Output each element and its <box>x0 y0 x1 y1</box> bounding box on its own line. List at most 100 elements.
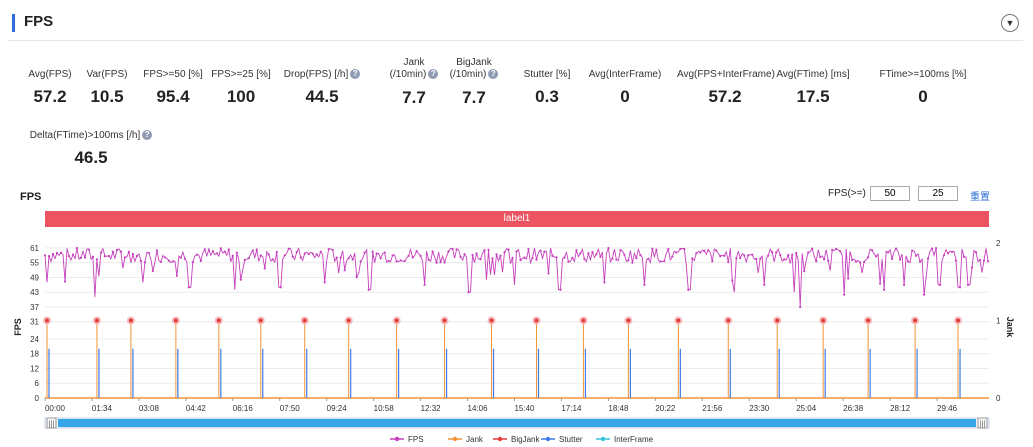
fps-point <box>431 250 434 253</box>
fps-point <box>483 249 486 252</box>
fps-point <box>751 253 754 256</box>
fps-point <box>463 253 466 256</box>
fps-point <box>707 249 710 252</box>
fps-point <box>471 253 474 257</box>
help-icon[interactable]: ? <box>488 69 499 80</box>
threshold-input-1[interactable] <box>870 186 910 201</box>
fps-point <box>135 254 139 258</box>
fps-point <box>111 250 115 253</box>
fps-point <box>871 249 874 252</box>
fps-point <box>367 288 370 291</box>
fps-point <box>327 247 330 251</box>
fps-point <box>763 283 766 286</box>
fps-point <box>715 249 718 252</box>
x-tick-label: 29:46 <box>937 404 958 413</box>
fps-point <box>303 252 306 255</box>
help-icon[interactable]: ? <box>142 130 153 141</box>
fps-point <box>283 254 286 257</box>
fps-point <box>423 283 426 286</box>
metric-value: 7.7 <box>462 88 486 107</box>
jank-halo <box>773 316 782 325</box>
fps-point <box>647 257 650 260</box>
chart-gridlines <box>45 247 989 399</box>
fps-point <box>711 260 714 263</box>
fps-point <box>663 259 666 263</box>
fps-point <box>507 248 510 251</box>
fps-point <box>503 251 506 254</box>
reset-button[interactable]: 重置 <box>970 192 990 203</box>
metric-12: Delta(FTime)>100ms [/h]? 46.5 <box>21 130 161 168</box>
jank-halo <box>819 316 828 325</box>
x-tick-label: 12:32 <box>421 404 442 413</box>
fps-point <box>855 260 858 263</box>
jank-point <box>775 318 780 323</box>
fps-point <box>219 247 222 250</box>
fps-point <box>243 258 246 262</box>
fps-point <box>375 252 378 255</box>
fps-point <box>887 251 890 254</box>
fps-point <box>599 255 602 258</box>
metric-value: 10.5 <box>90 87 124 106</box>
metric-label-text: FPS>=50 [%] <box>143 69 203 80</box>
fps-point <box>902 283 906 286</box>
x-tick-label: 18:48 <box>608 404 629 413</box>
y-tick-label: 6 <box>35 379 40 388</box>
fps-point <box>171 260 174 263</box>
help-icon[interactable]: ? <box>428 69 439 80</box>
jank-point <box>258 318 263 323</box>
fps-point <box>167 259 170 262</box>
y-tick-label: 49 <box>30 273 39 282</box>
fps-point <box>319 250 322 253</box>
y2-axis-title: Jank <box>1005 317 1015 339</box>
x-tick-label: 00:00 <box>45 404 66 413</box>
x-tick-label: 23:30 <box>749 404 770 413</box>
fps-point <box>203 248 206 251</box>
fps-point <box>559 288 562 291</box>
fps-point <box>267 253 270 256</box>
metric-label-text: Avg(InterFrame) <box>588 69 662 80</box>
chevron-down-icon[interactable]: ▼ <box>1001 14 1019 32</box>
jank-point <box>581 318 586 323</box>
fps-point <box>59 251 63 254</box>
fps-point <box>894 247 898 250</box>
fps-point <box>982 259 986 262</box>
y-axis-title: FPS <box>13 318 23 336</box>
fps-point <box>347 257 350 260</box>
fps-point <box>555 256 558 259</box>
fps-point <box>339 256 342 259</box>
jank-halo <box>300 316 309 325</box>
x-tick-label: 01:34 <box>92 404 113 413</box>
x-tick-label: 10:58 <box>374 404 395 413</box>
label-bar[interactable]: label1 <box>45 211 989 227</box>
metric-6: BigJank (/10min)? 7.7 <box>426 57 522 108</box>
jank-point <box>94 318 99 323</box>
jank-point <box>173 318 178 323</box>
metric-label: Avg(FPS) <box>2 69 98 81</box>
fps-point <box>683 247 686 251</box>
jank-halo <box>92 316 101 325</box>
metric-label-text: Jank <box>403 57 425 68</box>
help-icon[interactable]: ? <box>350 69 361 80</box>
fps-point <box>187 286 190 289</box>
fps-point <box>499 254 502 257</box>
fps-point <box>759 257 762 260</box>
fps-point <box>867 256 870 259</box>
fps-point <box>355 276 358 279</box>
fps-point <box>779 253 782 257</box>
fps-point <box>579 252 582 255</box>
fps-point <box>411 256 414 259</box>
jank-halo <box>624 316 633 325</box>
fps-point <box>459 255 462 259</box>
section-header: FPS ▼ <box>8 8 1023 41</box>
jank-point <box>534 318 539 323</box>
time-scrollbar: ||| ||| <box>44 417 990 429</box>
legend-swatch-dot <box>394 436 400 442</box>
fps-point <box>415 250 418 253</box>
fps-point <box>791 253 794 256</box>
fps-point <box>159 260 162 264</box>
metric-value: 44.5 <box>305 87 339 106</box>
fps-point <box>603 281 606 284</box>
fps-point <box>383 251 386 254</box>
threshold-input-2[interactable] <box>918 186 958 201</box>
fps-point <box>591 251 594 254</box>
